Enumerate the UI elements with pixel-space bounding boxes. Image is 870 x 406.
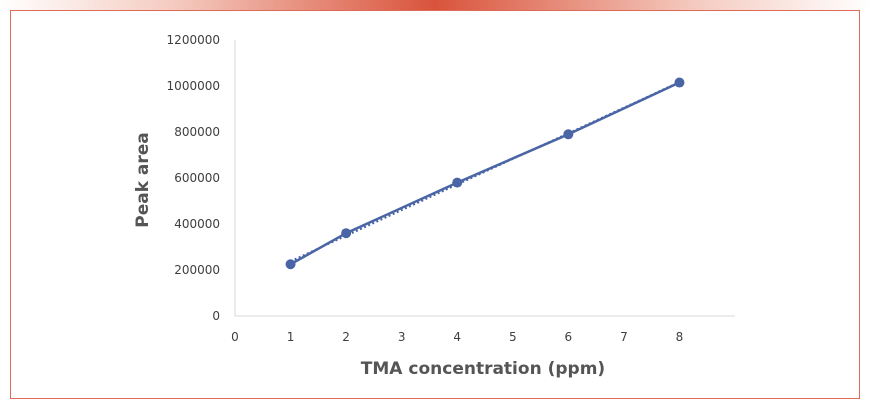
x-tick-label: 3 bbox=[398, 330, 406, 344]
y-axis-title: Peak area bbox=[133, 132, 153, 228]
x-tick-label: 5 bbox=[509, 330, 517, 344]
y-tick-label: 1000000 bbox=[167, 79, 220, 93]
y-tick-label: 600000 bbox=[174, 171, 220, 185]
x-tick-label: 2 bbox=[342, 330, 350, 344]
y-tick-label: 800000 bbox=[174, 125, 220, 139]
x-tick-label: 1 bbox=[287, 330, 295, 344]
x-tick-label: 7 bbox=[620, 330, 628, 344]
y-tick-label: 0 bbox=[212, 309, 220, 323]
y-tick-label: 1200000 bbox=[167, 33, 220, 47]
y-tick-label: 200000 bbox=[174, 263, 220, 277]
top-accent-bar bbox=[0, 0, 870, 10]
x-tick-label: 4 bbox=[453, 330, 461, 344]
x-tick-label: 0 bbox=[231, 330, 239, 344]
y-tick-labels: 0 200000 400000 600000 800000 1000000 1200000 bbox=[167, 33, 220, 323]
plot-area bbox=[285, 77, 685, 270]
data-point bbox=[452, 177, 463, 188]
data-point bbox=[674, 77, 685, 88]
x-axis-title: TMA concentration (ppm) bbox=[361, 359, 605, 379]
x-tick-label: 8 bbox=[676, 330, 684, 344]
data-point bbox=[341, 228, 352, 239]
x-tick-labels: 0 1 2 3 4 5 6 7 8 bbox=[231, 330, 683, 344]
chart-frame bbox=[10, 10, 860, 399]
y-tick-label: 400000 bbox=[174, 217, 220, 231]
data-point bbox=[563, 129, 574, 140]
x-tick-label: 6 bbox=[565, 330, 573, 344]
data-point bbox=[285, 259, 296, 270]
